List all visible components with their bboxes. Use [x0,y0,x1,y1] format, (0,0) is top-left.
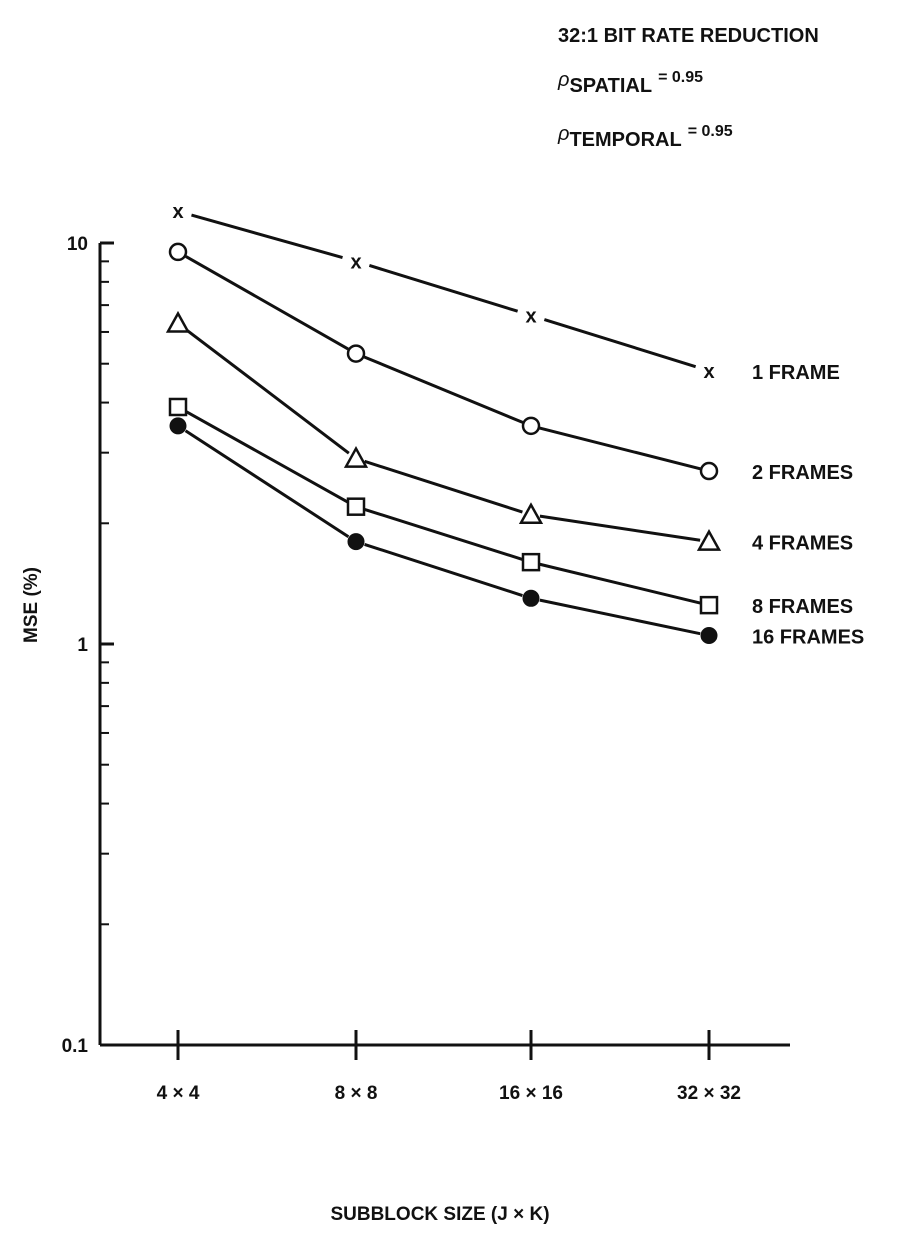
annotation-rho-temporal: ρTEMPORAL = 0.95 [557,123,733,151]
series-segment [364,507,523,561]
y-tick-label: 0.1 [62,1036,89,1057]
series-label: 4 FRAMES [752,533,853,555]
series-segment [539,514,701,542]
y-axis-title: MSE (%) [21,567,42,643]
x-axis-title: SUBBLOCK SIZE (J × K) [330,1204,549,1225]
series-layer: x x x x 1 FRAME 2 FRAMES 4 FRAMES 8 FRAMES 16 FR… [165,201,864,649]
series-segment [539,426,701,471]
series-2-frames: 2 FRAMES [168,242,853,484]
series-segment [184,429,350,538]
x-axis-ticks: 4 × 4 8 × 8 16 × 16 32 × 32 [157,1030,741,1104]
x-marker: x [703,361,714,383]
x-marker: x [350,251,361,273]
series-16-frames: 16 FRAMES [169,417,864,649]
series-segment [185,410,349,504]
x-marker: x [172,201,183,223]
open-square-marker [521,552,541,572]
annotation-rho-spatial: ρSPATIAL = 0.95 [557,69,703,97]
x-tick-label: 16 × 16 [499,1083,563,1104]
x-tick-label: 4 × 4 [157,1083,200,1104]
filled-circle-marker [169,417,187,435]
y-tick-label: 10 [67,234,88,255]
open-square-marker [346,497,366,516]
open-circle-marker [521,416,541,436]
series-segment [364,459,523,514]
x-tick-label: 8 × 8 [335,1083,378,1104]
annotation-bit-rate: 32:1 BIT RATE REDUCTION [558,25,819,47]
series-label: 2 FRAMES [752,462,853,484]
open-circle-marker [346,344,366,363]
series-segment [185,255,349,351]
open-circle-marker [699,461,719,481]
series-segment [543,318,697,369]
series-segment [368,264,519,313]
open-triangle-marker [165,310,191,333]
series-segment [364,542,523,597]
series-label: 8 FRAMES [752,596,853,618]
filled-circle-marker [347,533,365,551]
open-square-marker [168,397,188,417]
series-8-frames: 8 FRAMES [168,397,853,618]
filled-circle-marker [700,627,718,645]
open-circle-marker [168,242,188,262]
series-segment [363,355,524,424]
series-segment [539,598,701,636]
series-segment [191,213,343,259]
y-axis-ticks: 0.1 1 10 [62,234,114,1057]
x-marker: x [525,305,536,327]
series-4-frames: 4 FRAMES [165,310,853,555]
series-segment [184,327,350,455]
y-tick-label: 1 [77,635,88,656]
filled-circle-marker [522,589,540,607]
series-1-frame: x x x x 1 FRAME [172,201,839,384]
open-square-marker [699,595,719,615]
x-tick-label: 32 × 32 [677,1083,741,1104]
series-segment [539,562,701,605]
open-triangle-marker [518,502,544,525]
series-label: 16 FRAMES [752,627,864,649]
series-label: 1 FRAME [752,362,840,384]
open-triangle-marker [696,529,722,551]
open-triangle-marker [343,446,369,468]
